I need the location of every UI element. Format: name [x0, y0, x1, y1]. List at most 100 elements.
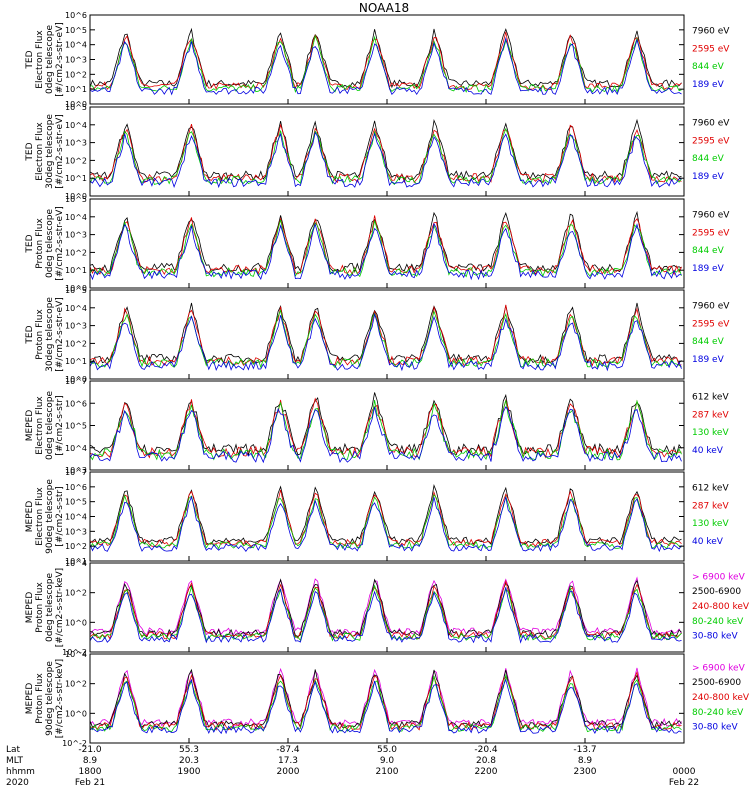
time-axis-value: 9.0	[380, 756, 395, 766]
series-1-trace	[89, 210, 682, 274]
legend-entry: 287 keV	[692, 501, 729, 511]
y-tick-label: 10^3	[65, 139, 87, 148]
time-axis-value: 55.3	[179, 745, 199, 755]
time-axis-value: 20.3	[179, 756, 199, 766]
series-2-trace	[89, 215, 682, 276]
legend-entry: 80-240 keV	[692, 708, 744, 718]
y-tick-label: 10^4	[65, 304, 87, 313]
series-4-trace	[89, 36, 682, 96]
time-axis-value: 2300	[574, 767, 597, 777]
time-axis-value: 17.3	[278, 756, 298, 766]
legend-entry: 40 keV	[692, 446, 724, 456]
time-axis-value: 8.9	[578, 756, 593, 766]
y-tick-label: 10^3	[65, 527, 87, 536]
series-2-trace	[89, 304, 682, 367]
series-1-trace	[89, 118, 682, 182]
legend-entry: 30-80 keV	[692, 632, 738, 642]
y-tick-label: 10^2	[65, 589, 87, 598]
series-3-trace	[89, 219, 682, 278]
series-3-trace	[89, 34, 682, 93]
y-tick-label: 10^0	[65, 284, 87, 293]
legend-entry: 844 eV	[692, 337, 725, 347]
y-tick-label: 10^4	[65, 213, 87, 222]
legend-entry: 2500-6900	[692, 678, 741, 688]
y-tick-label: 10^-2	[62, 739, 87, 748]
panel-frame	[89, 380, 685, 471]
y-tick-label: 10^3	[65, 231, 87, 240]
y-tick-label: 10^5	[65, 498, 87, 507]
time-axis-value: -13.7	[573, 745, 596, 755]
panel-frame	[89, 289, 685, 380]
panel-frame	[89, 198, 685, 289]
panel-2-traces	[89, 118, 682, 189]
y-tick-label: 10^0	[65, 375, 87, 384]
panel-6-traces	[89, 484, 682, 553]
time-axis-value: -21.0	[78, 745, 102, 755]
legend-entry: 612 keV	[692, 483, 729, 493]
y-tick-label: 10^6	[65, 11, 87, 20]
series-5-trace	[89, 587, 682, 644]
y-tick-label: 10^1	[65, 357, 87, 366]
y-axis-label: TEDProton Flux30deg telescope[#/cm2-s-st…	[25, 297, 65, 372]
panel-7-traces	[89, 576, 682, 644]
time-axis-value: 2100	[376, 767, 399, 777]
y-tick-label: 10^5	[65, 422, 87, 431]
y-axis-label: MEPEDElectron Flux90deg telescope[#/cm2-…	[25, 479, 65, 554]
y-axis-label: MEPEDProton Flux0deg telescope[#/cm2-s-s…	[25, 568, 65, 647]
y-tick-label: 10^4	[65, 650, 87, 659]
y-tick-label: 10^2	[65, 542, 87, 551]
y-tick-label: 10^5	[65, 195, 87, 204]
legend-entry: 844 eV	[692, 246, 725, 256]
series-4-trace	[89, 312, 682, 372]
y-tick-label: 10^0	[65, 192, 87, 201]
time-axis-value: 2000	[277, 767, 300, 777]
legend-entry: > 6900 keV	[692, 663, 746, 673]
legend-entry: 2595 eV	[692, 319, 730, 329]
legend-entry: 189 eV	[692, 80, 725, 90]
time-axis-value: Feb 21	[75, 778, 105, 788]
y-tick-label: 10^1	[65, 266, 87, 275]
series-3-trace	[89, 399, 682, 461]
time-axis-row-label: hhmm	[6, 767, 35, 777]
time-axis-value: 2200	[475, 767, 498, 777]
figure-title: NOAA18	[359, 1, 409, 15]
legend-entry: 189 eV	[692, 264, 725, 274]
series-4-trace	[89, 495, 682, 553]
series-4-trace	[89, 222, 682, 281]
panel-3-traces	[89, 210, 682, 281]
panel-5-traces	[89, 392, 682, 464]
legend-entry: 130 keV	[692, 519, 729, 529]
time-axis-value: 1900	[178, 767, 201, 777]
series-4-trace	[89, 131, 682, 189]
time-axis-row-label: MLT	[6, 756, 24, 766]
y-tick-label: 10^4	[65, 41, 87, 50]
legend-entry: > 6900 keV	[692, 572, 746, 582]
y-tick-label: 10^2	[65, 248, 87, 257]
y-tick-label: 10^3	[65, 466, 87, 475]
panel-8-traces	[89, 667, 682, 735]
legend-entry: 2595 eV	[692, 44, 730, 54]
legend-entry: 2500-6900	[692, 587, 741, 597]
panel-4-traces	[89, 302, 682, 372]
y-tick-label: 10^4	[65, 444, 87, 453]
y-tick-label: 10^2	[65, 339, 87, 348]
time-axis-value: -87.4	[276, 745, 300, 755]
panel-6: 10^1 10^2 10^3 10^4 10^5 10^6 10^7MEPEDElectro…	[25, 468, 729, 566]
time-axis-value: 8.9	[83, 756, 98, 766]
y-tick-label: 10^0	[65, 100, 87, 109]
panel-frame	[89, 562, 685, 653]
legend-entry: 240-800 keV	[692, 602, 750, 612]
panel-1: 10^0 10^1 10^2 10^3 10^4 10^5 10^6TEDElectron …	[25, 11, 730, 109]
legend-entry: 7960 eV	[692, 26, 730, 36]
panel-1-traces	[89, 27, 682, 96]
y-tick-label: 10^1	[65, 557, 87, 566]
y-tick-label: 10^6	[65, 483, 87, 492]
legend-entry: 40 keV	[692, 537, 724, 547]
